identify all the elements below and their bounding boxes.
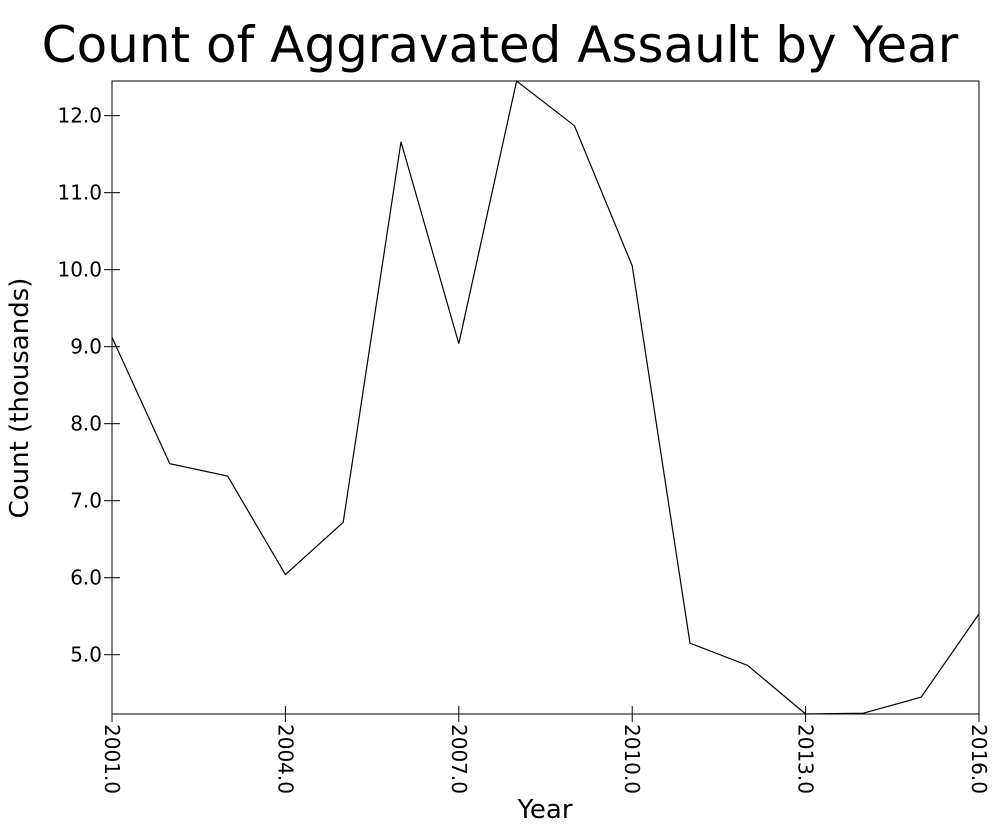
y-axis-ticks: 5.0 6.0 7.0 8.0 9.0 10.0 11.0 12.0 [57,104,120,667]
y-tick-label: 12.0 [57,104,102,128]
plot-area-frame [111,80,980,715]
x-tick-label: 2004.0 [273,724,297,794]
y-tick-label: 6.0 [70,566,102,590]
x-tick-label: 2001.0 [100,724,124,794]
y-tick-label: 11.0 [57,181,102,205]
x-tick-label: 2010.0 [620,724,644,794]
y-tick-label: 7.0 [70,489,102,513]
y-tick-label: 5.0 [70,643,102,667]
y-axis-label: Count (thousands) [5,278,35,519]
chart-title: Count of Aggravated Assault by Year [42,16,959,74]
x-axis-label: Year [516,795,572,825]
x-tick-label: 2007.0 [447,724,471,794]
x-tick-label: 2016.0 [967,724,991,794]
data-points [110,79,981,716]
x-tick-label: 2013.0 [794,724,818,794]
y-tick-label: 9.0 [70,335,102,359]
y-tick-label: 10.0 [57,258,102,282]
x-axis-ticks: 2001.0 2004.0 2007.0 2010.0 2013.0 2016.0 [100,706,991,794]
y-tick-label: 8.0 [70,412,102,436]
series-line [111,79,980,715]
